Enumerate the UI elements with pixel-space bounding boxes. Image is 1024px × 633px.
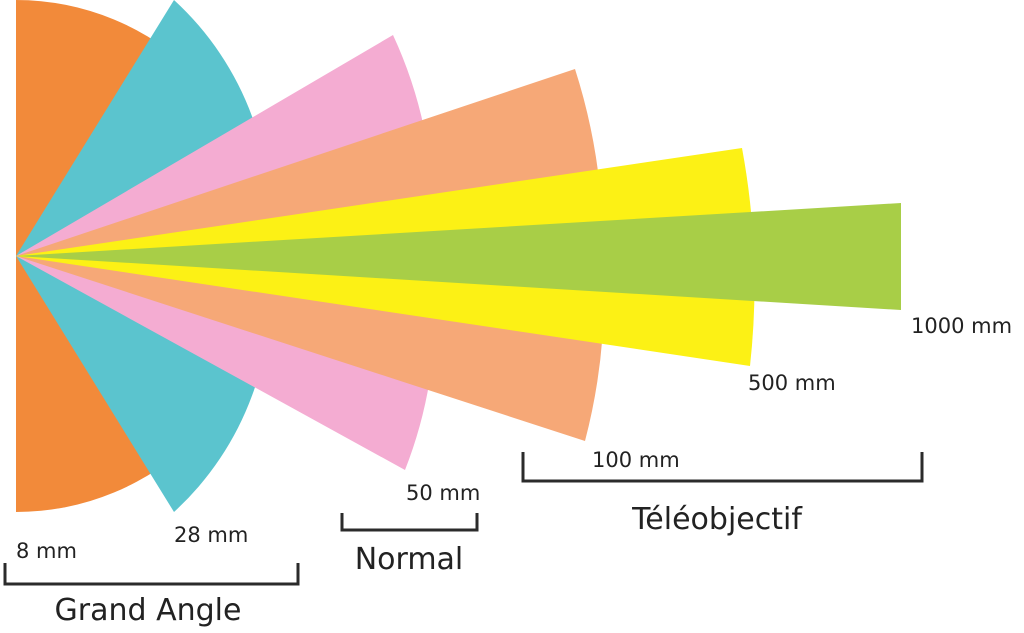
bracket-grand-angle bbox=[3, 563, 300, 586]
label-50mm: 50 mm bbox=[406, 481, 480, 505]
group-label-teleobjectif: Téléobjectif bbox=[631, 502, 803, 537]
group-label-normal: Normal bbox=[355, 542, 464, 577]
label-500mm: 500 mm bbox=[748, 371, 836, 395]
label-1000mm: 1000 mm bbox=[911, 314, 1012, 338]
group-label-grand-angle: Grand Angle bbox=[55, 593, 242, 628]
label-100mm: 100 mm bbox=[592, 448, 680, 472]
bracket-normal bbox=[340, 513, 479, 532]
label-28mm: 28 mm bbox=[174, 523, 248, 547]
label-8mm: 8 mm bbox=[16, 539, 77, 563]
bracket-teleobjectif bbox=[521, 452, 924, 483]
wedge-1000mm bbox=[16, 203, 901, 310]
